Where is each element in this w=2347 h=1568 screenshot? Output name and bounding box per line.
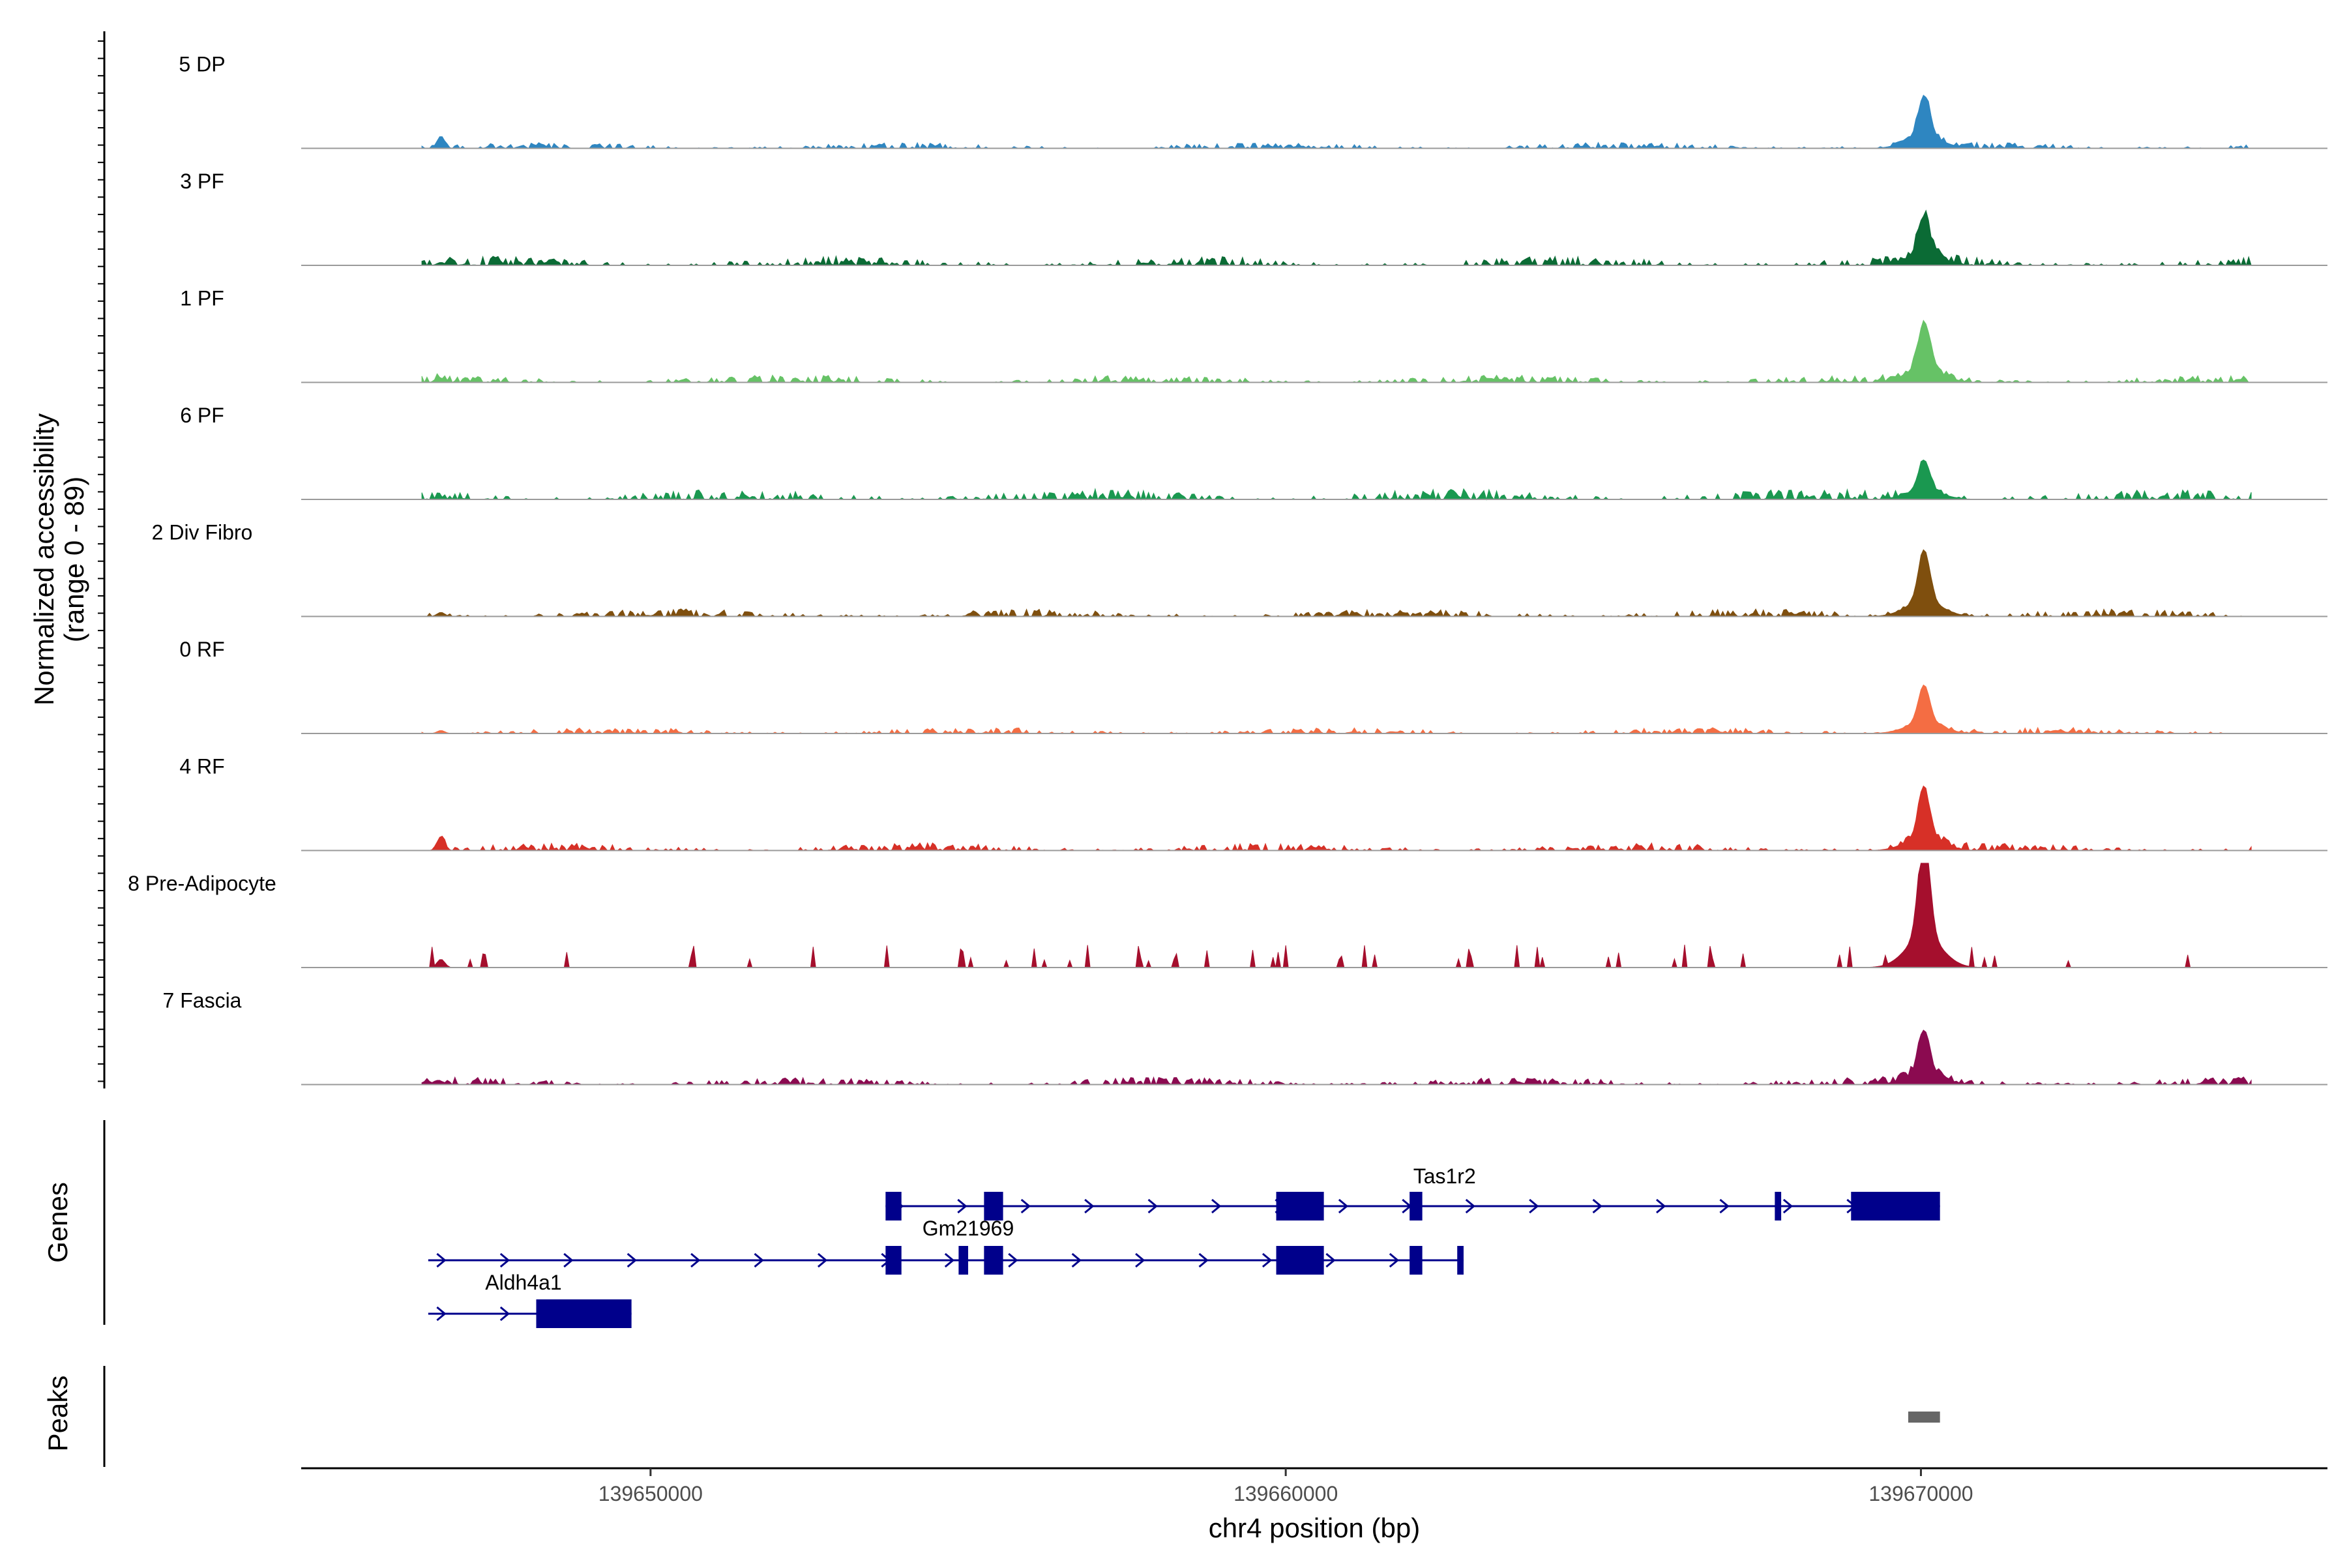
strand-arrow — [436, 1306, 447, 1322]
strand-arrow — [1084, 1198, 1095, 1214]
gene-label: Gm21969 — [923, 1217, 1014, 1240]
track-label: 8 Pre-Adipocyte — [128, 872, 276, 895]
coverage-area — [421, 1029, 2252, 1086]
x-tick-label: 139670000 — [1868, 1482, 1973, 1505]
coverage-area — [422, 549, 2252, 617]
gene-exon — [984, 1192, 1003, 1220]
strand-arrow — [1008, 1252, 1018, 1268]
track-label: 7 Fascia — [163, 989, 242, 1013]
strand-arrow — [499, 1252, 510, 1268]
gene-exon — [1457, 1246, 1464, 1275]
y-axis-subtitle: (range 0 - 89) — [59, 477, 89, 642]
gene-exon — [885, 1192, 902, 1220]
track-label: 3 PF — [180, 170, 224, 193]
strand-arrow — [1135, 1252, 1145, 1268]
gene-tas1r2: Tas1r2 — [885, 1164, 1940, 1220]
strand-arrow — [690, 1252, 701, 1268]
genes-panel: Tas1r2 Gm21969 Aldh4a1 — [103, 1120, 1940, 1328]
gene-label: Aldh4a1 — [485, 1271, 561, 1294]
strand-arrow — [957, 1198, 967, 1214]
strand-arrow — [1465, 1198, 1476, 1214]
track-4-rf: 4 RF — [179, 755, 2327, 851]
x-tick-label: 139660000 — [1233, 1482, 1338, 1505]
gene-exon — [958, 1246, 969, 1275]
track-label: 0 RF — [179, 638, 224, 661]
track-7-fascia: 7 Fascia — [163, 989, 2327, 1086]
strand-arrow — [817, 1252, 828, 1268]
track-1-pf: 1 PF — [180, 287, 2327, 383]
coverage-area — [421, 95, 2252, 149]
strand-arrow — [563, 1252, 574, 1268]
track-label: 5 DP — [179, 53, 225, 76]
peak-region — [1908, 1412, 1940, 1423]
track-3-pf: 3 PF — [180, 170, 2327, 267]
strand-arrow — [1071, 1252, 1082, 1268]
coverage-area — [422, 863, 2252, 968]
x-axis: 139650000 139660000 139670000 — [301, 1467, 2327, 1505]
gene-exon — [1276, 1192, 1324, 1220]
peaks-panel-label: Peaks — [42, 1376, 73, 1452]
track-6-pf: 6 PF — [180, 404, 2327, 501]
strand-arrow — [1020, 1198, 1031, 1214]
strand-arrow — [1389, 1252, 1400, 1268]
strand-arrow — [1147, 1198, 1158, 1214]
strand-arrow — [627, 1252, 637, 1268]
gene-exon — [1410, 1246, 1423, 1275]
coverage-area — [421, 459, 2252, 501]
track-label: 2 Div Fibro — [152, 521, 253, 544]
strand-arrow — [944, 1252, 955, 1268]
x-axis-title: chr4 position (bp) — [1209, 1513, 1421, 1543]
track-8-pre-adipocyte: 8 Pre-Adipocyte — [128, 863, 2327, 968]
gene-exon — [536, 1299, 632, 1328]
y-axis-title: Normalized accessibility — [29, 413, 59, 705]
strand-arrow — [1592, 1198, 1602, 1214]
gene-label: Tas1r2 — [1413, 1164, 1476, 1188]
gene-exon — [885, 1246, 902, 1275]
strand-arrow — [1529, 1198, 1539, 1214]
track-2-div-fibro: 2 Div Fibro — [152, 521, 2327, 617]
track-label: 6 PF — [180, 404, 224, 427]
strand-arrow — [1782, 1198, 1793, 1214]
peaks-panel — [103, 1366, 1940, 1467]
gene-exon — [984, 1246, 1003, 1275]
strand-arrow — [436, 1252, 447, 1268]
gene-aldh4a1: Aldh4a1 — [428, 1271, 632, 1328]
track-label: 1 PF — [180, 287, 224, 310]
strand-arrow — [1325, 1252, 1336, 1268]
track-label: 4 RF — [179, 755, 224, 778]
track-0-rf: 0 RF — [179, 638, 2327, 735]
coverage-area — [421, 684, 2252, 735]
strand-arrow — [1262, 1252, 1273, 1268]
strand-arrow — [1719, 1198, 1730, 1214]
strand-arrow — [499, 1306, 510, 1322]
strand-arrow — [1211, 1198, 1222, 1214]
gene-exon — [1851, 1192, 1940, 1220]
strand-arrow — [1656, 1198, 1666, 1214]
x-tick-label: 139650000 — [598, 1482, 703, 1505]
gene-gm21969: Gm21969 — [428, 1217, 1464, 1275]
strand-arrow — [1338, 1198, 1349, 1214]
coverage-area — [422, 785, 2252, 851]
gene-exon — [1410, 1192, 1423, 1220]
coverage-area — [421, 209, 2252, 267]
strand-arrow — [754, 1252, 764, 1268]
strand-arrow — [1198, 1252, 1209, 1268]
genes-panel-label: Genes — [42, 1182, 73, 1263]
track-5-dp: 5 DP — [179, 53, 2327, 149]
coverage-area — [421, 319, 2252, 383]
coverage-tracks: 5 DP 3 PF 1 PF 6 PF 2 Div Fibro 0 RF 4 RF 8 Pre… — [98, 31, 2327, 1089]
gene-exon — [1276, 1246, 1324, 1275]
gene-exon — [1775, 1192, 1782, 1220]
